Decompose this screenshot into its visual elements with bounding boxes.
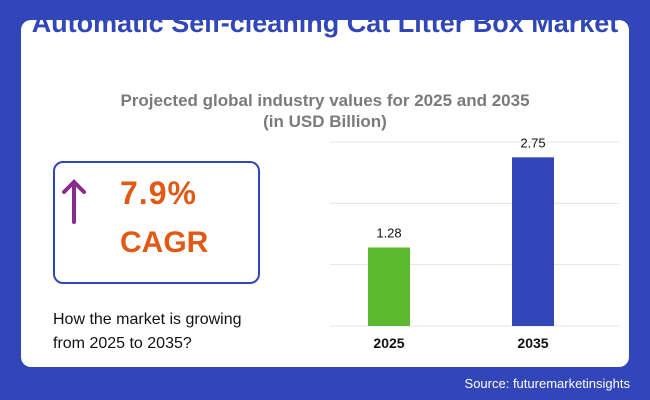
arrow-up-icon bbox=[62, 179, 86, 224]
data-label: 2.75 bbox=[520, 135, 545, 150]
cagr-label: CAGR bbox=[120, 226, 209, 259]
subtitle-line-1: Projected global industry values for 202… bbox=[120, 91, 530, 110]
subtitle-line-2: (in USD Billion) bbox=[263, 112, 387, 131]
question-line-1: How the market is growing bbox=[53, 311, 242, 328]
cagr-box bbox=[53, 161, 260, 284]
growth-question: How the market is growing from 2025 to 2… bbox=[53, 308, 242, 356]
source-note: Source: futuremarketinsights bbox=[464, 376, 630, 391]
chart-subtitle: Projected global industry values for 202… bbox=[0, 90, 650, 132]
x-tick-label: 2035 bbox=[517, 335, 548, 351]
data-label: 1.28 bbox=[376, 225, 401, 240]
question-line-2: from 2025 to 2035? bbox=[53, 335, 192, 352]
bar-2035 bbox=[512, 157, 554, 326]
cagr-value: 7.9% bbox=[120, 175, 197, 211]
x-tick-label: 2025 bbox=[373, 335, 404, 351]
chart-title: Automatic Self-cleaning Cat Litter Box M… bbox=[31, 8, 619, 38]
bar-2025 bbox=[368, 247, 410, 326]
